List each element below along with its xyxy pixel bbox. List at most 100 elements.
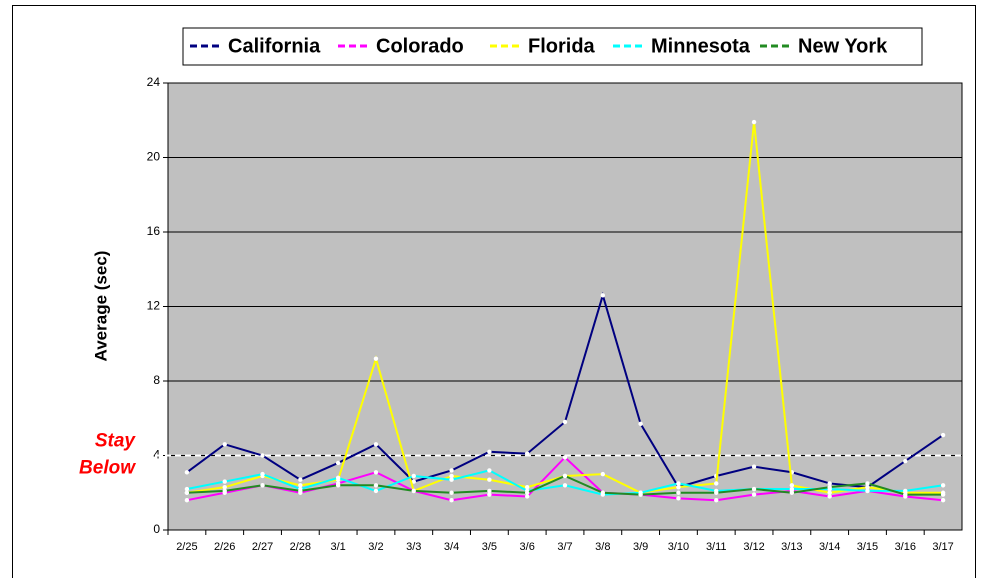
- x-tick-label: 3/5: [482, 541, 497, 553]
- data-point: [373, 483, 379, 488]
- y-tick-label: 0: [153, 522, 160, 536]
- x-tick-label: 3/10: [668, 541, 689, 553]
- data-point: [184, 470, 190, 475]
- plot-border: [167, 82, 963, 531]
- x-tick-label: 3/7: [557, 541, 572, 553]
- data-point: [449, 473, 454, 479]
- x-tick-label: 3/4: [444, 541, 459, 553]
- data-point: [827, 484, 832, 490]
- data-point: [411, 488, 416, 494]
- data-point: [222, 442, 227, 447]
- data-point: [827, 490, 832, 495]
- x-tick-label: 3/9: [633, 541, 648, 553]
- data-point: [751, 464, 757, 469]
- y-axis-label: Average (sec): [91, 251, 110, 362]
- data-point: [638, 492, 643, 497]
- data-point: [562, 455, 568, 460]
- data-point: [373, 442, 379, 447]
- data-point: [184, 490, 190, 495]
- data-point: [487, 468, 492, 473]
- data-point: [638, 421, 643, 427]
- x-tick-label: 3/14: [819, 541, 840, 553]
- data-point: [373, 488, 379, 494]
- data-point: [940, 498, 946, 503]
- data-point: [524, 484, 530, 490]
- data-point: [865, 484, 870, 490]
- x-tick-label: 3/11: [706, 541, 727, 553]
- data-point: [524, 451, 530, 456]
- data-point: [449, 477, 454, 482]
- x-tick-label: 3/16: [895, 541, 916, 553]
- reference-label: Stay: [95, 431, 137, 452]
- reference-label: Below: [79, 458, 136, 479]
- data-point: [335, 483, 341, 488]
- legend-label: California: [228, 35, 321, 57]
- data-point: [184, 498, 190, 503]
- x-tick-label: 2/28: [290, 541, 311, 553]
- data-point: [298, 488, 303, 494]
- data-point: [222, 479, 227, 484]
- x-tick-label: 3/8: [595, 541, 610, 553]
- data-point: [562, 483, 568, 488]
- x-tick-label: 3/12: [743, 541, 764, 553]
- data-point: [373, 356, 379, 361]
- data-point: [184, 486, 190, 492]
- x-tick-label: 3/13: [781, 541, 802, 553]
- data-point: [449, 498, 454, 503]
- data-point: [676, 484, 681, 490]
- data-point: [373, 470, 379, 475]
- chart-border: [12, 5, 976, 578]
- data-point: [789, 490, 795, 495]
- data-point: [903, 458, 908, 464]
- data-point: [449, 468, 454, 473]
- y-tick-label: 8: [153, 373, 160, 387]
- data-point: [600, 471, 606, 477]
- x-tick-label: 3/3: [406, 541, 421, 553]
- x-tick-label: 2/25: [176, 541, 197, 553]
- x-tick-label: 3/15: [857, 541, 878, 553]
- data-point: [487, 492, 492, 497]
- x-tick-label: 3/2: [368, 541, 383, 553]
- data-point: [865, 481, 870, 486]
- data-point: [222, 488, 227, 494]
- data-point: [411, 479, 416, 484]
- data-point: [751, 492, 757, 497]
- y-tick-label: 20: [147, 150, 161, 164]
- data-point: [940, 432, 946, 438]
- data-point: [487, 449, 492, 454]
- legend: [182, 27, 923, 66]
- data-point: [600, 293, 606, 298]
- data-point: [714, 498, 719, 503]
- data-point: [827, 481, 832, 486]
- data-point: [298, 477, 303, 482]
- legend-label: Minnesota: [651, 35, 751, 57]
- data-point: [600, 490, 606, 495]
- data-point: [222, 484, 227, 490]
- data-point: [714, 481, 719, 486]
- data-point: [903, 488, 908, 494]
- data-point: [260, 483, 265, 488]
- y-tick-label: 24: [147, 75, 161, 89]
- data-point: [676, 496, 681, 501]
- data-point: [940, 483, 946, 488]
- data-point: [260, 471, 265, 477]
- y-tick-label: 16: [147, 224, 161, 238]
- data-point: [827, 494, 832, 499]
- data-point: [562, 473, 568, 479]
- data-point: [449, 490, 454, 495]
- data-point: [714, 490, 719, 495]
- data-point: [751, 486, 757, 492]
- data-point: [411, 473, 416, 479]
- data-point: [562, 419, 568, 425]
- data-point: [865, 488, 870, 494]
- y-tick-label: 12: [147, 299, 161, 313]
- data-point: [524, 494, 530, 499]
- data-point: [751, 119, 757, 125]
- data-point: [903, 492, 908, 497]
- data-point: [335, 460, 341, 466]
- legend-label: Colorado: [376, 35, 464, 57]
- data-point: [335, 475, 341, 481]
- x-tick-label: 3/1: [330, 541, 345, 553]
- data-point: [298, 483, 303, 488]
